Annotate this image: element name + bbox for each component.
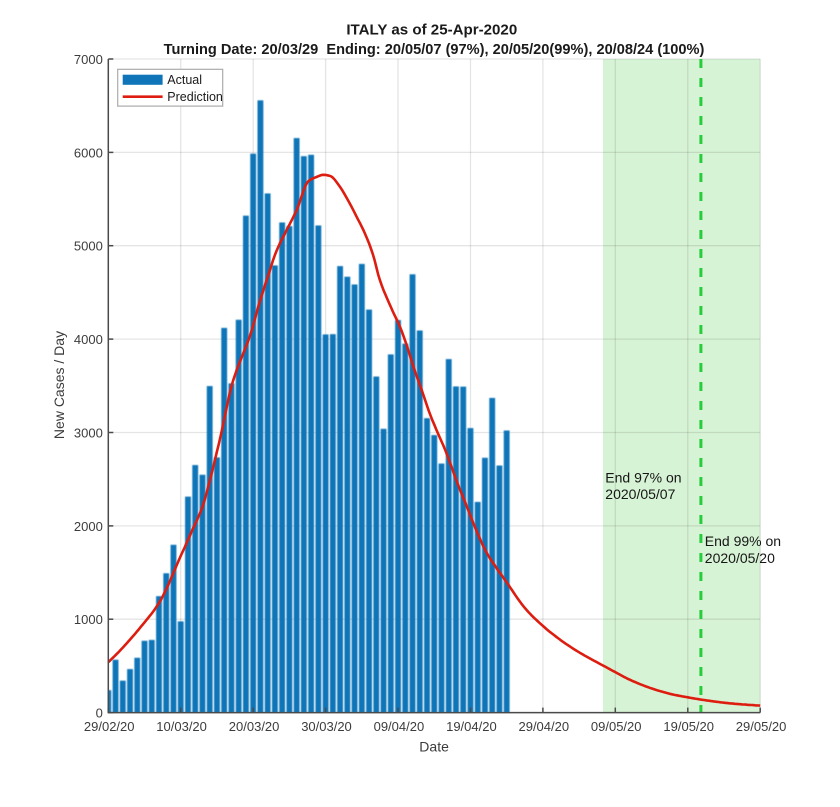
- svg-text:1000: 1000: [74, 612, 103, 627]
- svg-text:19/05/20: 19/05/20: [663, 719, 714, 734]
- svg-text:09/04/20: 09/04/20: [374, 719, 425, 734]
- svg-text:29/04/20: 29/04/20: [518, 719, 569, 734]
- svg-text:5000: 5000: [74, 239, 103, 254]
- svg-text:Prediction: Prediction: [167, 90, 223, 104]
- svg-text:2020/05/07: 2020/05/07: [605, 486, 675, 502]
- svg-text:19/04/20: 19/04/20: [446, 719, 497, 734]
- svg-text:7000: 7000: [74, 52, 103, 67]
- svg-text:20/03/20: 20/03/20: [229, 719, 280, 734]
- svg-text:30/03/20: 30/03/20: [301, 719, 352, 734]
- svg-text:ITALY as of 25-Apr-2020: ITALY as of 25-Apr-2020: [346, 21, 517, 38]
- svg-text:End 97% on: End 97% on: [605, 469, 681, 485]
- svg-text:29/02/20: 29/02/20: [84, 719, 135, 734]
- svg-text:Actual: Actual: [167, 73, 202, 87]
- svg-text:2020/05/20: 2020/05/20: [705, 550, 775, 566]
- svg-text:29/05/20: 29/05/20: [736, 719, 787, 734]
- svg-text:2000: 2000: [74, 519, 103, 534]
- svg-text:6000: 6000: [74, 145, 103, 160]
- svg-text:3000: 3000: [74, 425, 103, 440]
- svg-text:Turning Date: 20/03/29 Ending: Turning Date: 20/03/29 Ending: 20/05/07 …: [164, 42, 705, 58]
- svg-text:4000: 4000: [74, 332, 103, 347]
- svg-text:09/05/20: 09/05/20: [591, 719, 642, 734]
- svg-text:0: 0: [96, 706, 103, 721]
- svg-text:10/03/20: 10/03/20: [156, 719, 207, 734]
- svg-text:New Cases / Day: New Cases / Day: [51, 331, 67, 439]
- svg-text:End 99% on: End 99% on: [705, 533, 781, 549]
- svg-text:Date: Date: [419, 739, 449, 755]
